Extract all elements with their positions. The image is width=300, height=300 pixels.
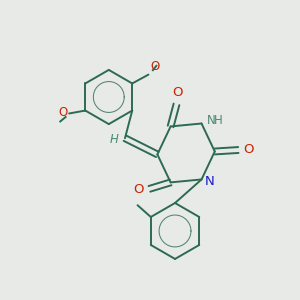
- Text: N: N: [205, 175, 215, 188]
- Text: H: H: [110, 133, 118, 146]
- Text: N: N: [207, 114, 216, 127]
- Text: O: O: [58, 106, 68, 119]
- Text: O: O: [150, 60, 159, 74]
- Text: O: O: [172, 86, 182, 99]
- Text: H: H: [214, 114, 223, 127]
- Text: O: O: [134, 183, 144, 196]
- Text: O: O: [244, 143, 254, 157]
